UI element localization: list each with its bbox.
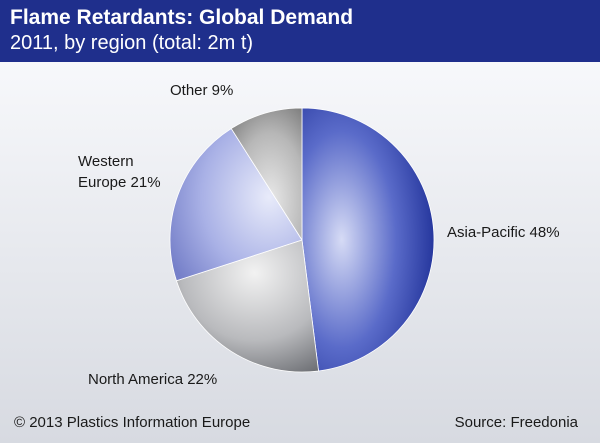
label-western-europe-line1: Western	[78, 153, 134, 170]
source-text: Source: Freedonia	[454, 414, 578, 431]
label-other: Other 9%	[170, 82, 233, 99]
chart-header: Flame Retardants: Global Demand 2011, by…	[0, 0, 600, 62]
label-western-europe-line2: Europe 21%	[78, 174, 161, 191]
chart-title: Flame Retardants: Global Demand	[10, 6, 354, 29]
slice-asia-pacific	[301, 107, 435, 372]
label-north-america: North America 22%	[88, 371, 217, 388]
slice-other	[230, 107, 303, 242]
copyright-text: © 2013 Plastics Information Europe	[14, 414, 251, 431]
slice-western-europe	[169, 127, 303, 282]
slice-north-america	[175, 239, 319, 373]
chart-subtitle: 2011, by region (total: 2m t)	[10, 32, 254, 54]
label-asia-pacific: Asia-Pacific 48%	[447, 224, 560, 241]
